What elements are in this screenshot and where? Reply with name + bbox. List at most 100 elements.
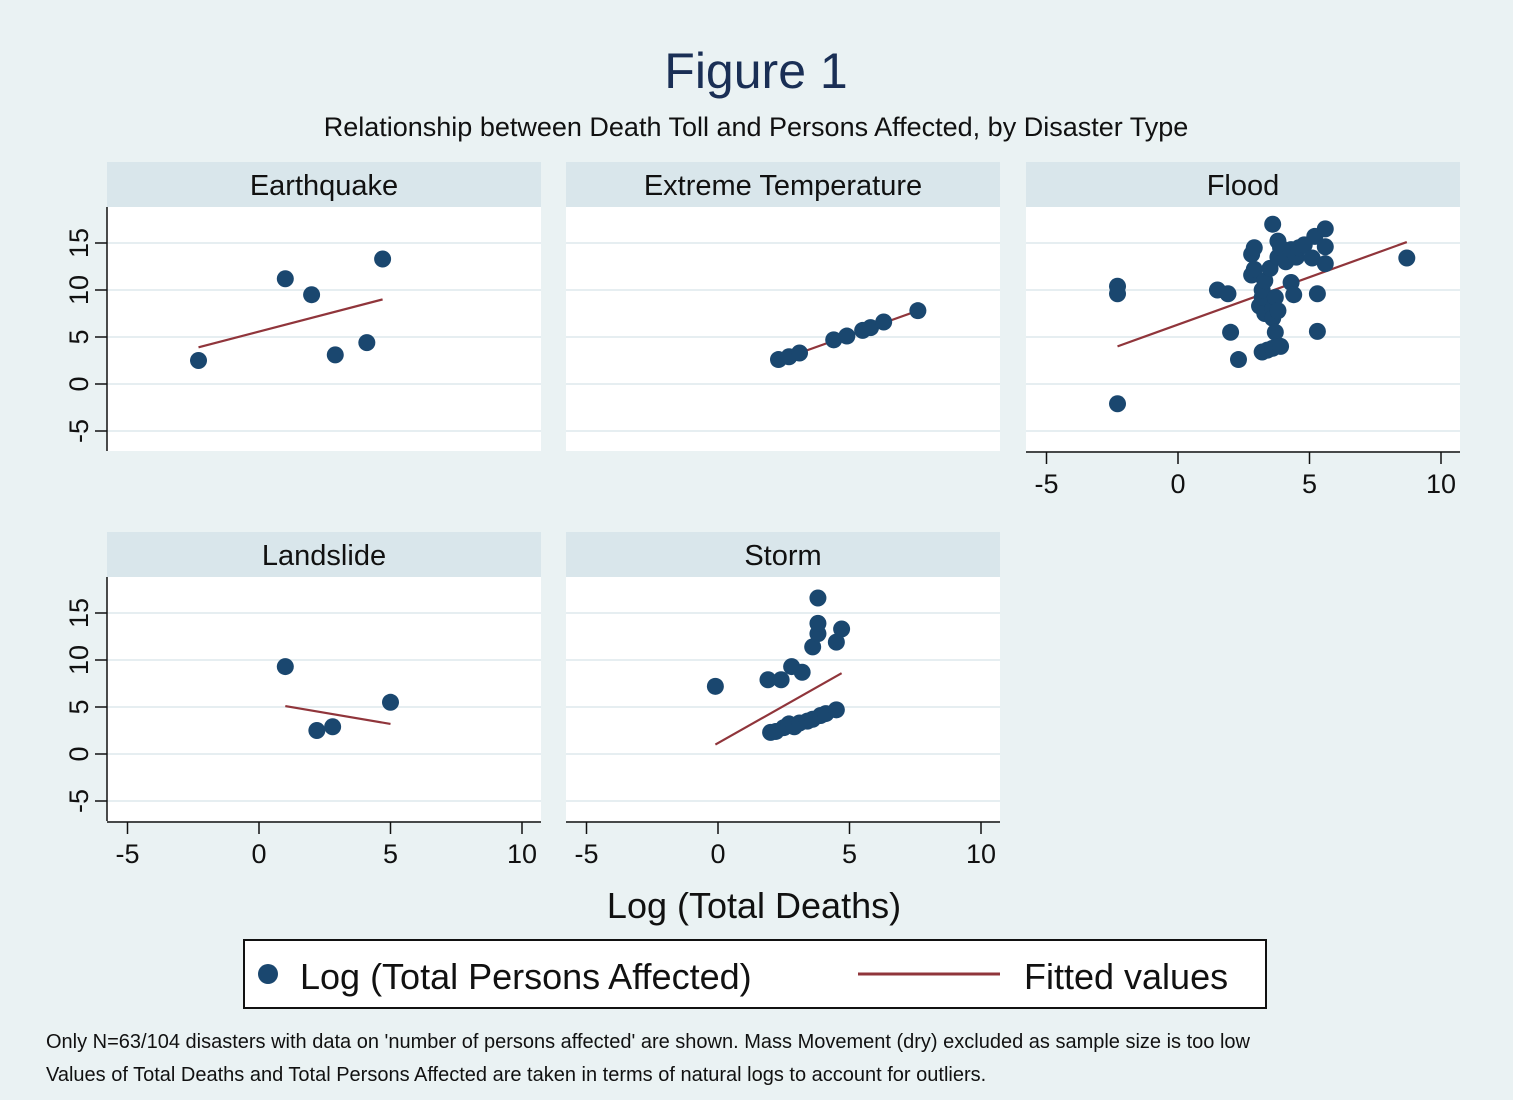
x-tick-label: 5 xyxy=(842,839,857,869)
panel-strip-storm xyxy=(566,532,1000,577)
panel-title-extreme-temperature: Extreme Temperature xyxy=(644,170,922,202)
data-point xyxy=(706,677,724,695)
data-point xyxy=(772,671,790,689)
plot-area-landslide xyxy=(107,577,541,821)
plot-area-extreme-temperature xyxy=(566,207,1000,451)
panel-extreme-temperature: Extreme Temperature xyxy=(566,162,1000,451)
panel-title-landslide: Landslide xyxy=(262,540,386,572)
chart-subtitle: Relationship between Death Toll and Pers… xyxy=(324,112,1189,142)
data-point xyxy=(1303,249,1321,267)
y-tick-label: 15 xyxy=(64,228,94,258)
y-tick-label: 0 xyxy=(64,746,94,761)
data-point xyxy=(833,620,851,638)
data-point xyxy=(1308,322,1326,340)
data-point xyxy=(862,319,880,337)
panels: Earthquake -5 0 5 10 15 Extreme Temperature Flo… xyxy=(64,162,1460,869)
data-point xyxy=(791,344,809,362)
data-point xyxy=(1272,337,1290,355)
data-point xyxy=(1229,351,1247,369)
data-point xyxy=(827,633,845,651)
data-point xyxy=(1269,302,1287,320)
data-point xyxy=(276,270,294,288)
data-point xyxy=(1398,249,1416,267)
data-point xyxy=(1222,323,1240,341)
x-tick-label: 10 xyxy=(1426,469,1456,499)
data-point xyxy=(324,718,342,736)
legend-box xyxy=(243,939,1267,1009)
footnote-1: Only N=63/104 disasters with data on 'nu… xyxy=(46,1031,1251,1053)
data-point xyxy=(190,352,208,369)
data-point xyxy=(1285,286,1303,304)
x-tick-label: 10 xyxy=(966,839,996,869)
data-point xyxy=(1219,285,1237,303)
data-point xyxy=(825,331,843,349)
data-point xyxy=(1316,238,1334,256)
data-point xyxy=(809,614,827,632)
panel-strip-landslide xyxy=(107,532,541,577)
fit-line-storm xyxy=(714,672,843,746)
y-tick-label: -5 xyxy=(64,789,94,813)
panel-strip-flood xyxy=(1026,162,1460,207)
panel-storm: Storm -5 0 5 10 xyxy=(566,532,1000,869)
data-point xyxy=(909,302,927,320)
chart-title: Figure 1 xyxy=(664,43,847,99)
footnote-2: Values of Total Deaths and Total Persons… xyxy=(46,1064,986,1086)
y-tick-label: 5 xyxy=(64,329,94,344)
data-point xyxy=(358,334,376,352)
data-point xyxy=(1245,239,1263,257)
panel-title-earthquake: Earthquake xyxy=(250,170,398,202)
data-point xyxy=(1264,215,1282,233)
y-tick-label: 5 xyxy=(64,699,94,714)
fit-line-landslide xyxy=(285,704,391,726)
panel-landslide: Landslide -5 0 5 10 15 -5 0 5 10 xyxy=(64,532,541,869)
data-point xyxy=(326,346,344,364)
data-point xyxy=(875,313,893,331)
panel-strip-extreme-temperature xyxy=(566,162,1000,207)
x-tick-label: 0 xyxy=(251,839,266,869)
y-tick-label: 15 xyxy=(64,598,94,628)
data-point xyxy=(1266,289,1284,307)
plot-area-earthquake xyxy=(107,207,541,451)
y-tick-label: 10 xyxy=(64,275,94,305)
data-point xyxy=(1245,260,1263,278)
plot-area-storm xyxy=(566,577,1000,821)
panel-strip-earthquake xyxy=(107,162,541,207)
data-point xyxy=(838,327,856,345)
legend-label-fit: Fitted values xyxy=(1024,956,1228,997)
data-point xyxy=(1316,220,1334,238)
data-point xyxy=(827,701,845,719)
panel-title-flood: Flood xyxy=(1207,170,1280,202)
x-tick-label: 5 xyxy=(1302,469,1317,499)
fit-line-earthquake xyxy=(198,298,383,349)
data-point xyxy=(374,250,392,268)
x-tick-label: 10 xyxy=(507,839,537,869)
y-tick-label: 10 xyxy=(64,645,94,675)
data-point xyxy=(1308,285,1326,303)
plot-area-flood xyxy=(1026,207,1460,451)
x-tick-label: 0 xyxy=(710,839,725,869)
panel-flood: Flood -5 0 5 10 xyxy=(1026,162,1460,499)
data-point xyxy=(809,589,827,607)
x-tick-label: -5 xyxy=(115,839,139,869)
y-tick-label: -5 xyxy=(64,419,94,443)
data-point xyxy=(308,722,326,739)
legend: Log (Total Persons Affected) Fitted valu… xyxy=(243,939,1267,1009)
x-axis-label: Log (Total Deaths) xyxy=(607,885,901,926)
data-point xyxy=(759,671,777,689)
legend-marker-points xyxy=(258,964,278,984)
x-tick-label: 0 xyxy=(1170,469,1185,499)
data-point xyxy=(303,286,321,304)
legend-label-points: Log (Total Persons Affected) xyxy=(300,956,752,997)
x-tick-label: 5 xyxy=(383,839,398,869)
data-point xyxy=(1316,255,1334,273)
data-point xyxy=(382,693,399,711)
panel-earthquake: Earthquake -5 0 5 10 15 xyxy=(64,162,541,451)
panel-title-storm: Storm xyxy=(744,540,821,572)
data-point xyxy=(1109,395,1127,413)
data-point xyxy=(1109,285,1127,303)
data-point xyxy=(793,663,811,681)
x-tick-label: -5 xyxy=(574,839,598,869)
data-point xyxy=(276,658,294,676)
y-tick-label: 0 xyxy=(64,376,94,391)
